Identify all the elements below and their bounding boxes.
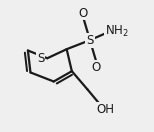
Text: S: S xyxy=(86,34,94,47)
Text: S: S xyxy=(37,52,45,65)
Text: O: O xyxy=(79,6,88,20)
Text: OH: OH xyxy=(96,103,114,116)
Text: O: O xyxy=(92,61,101,74)
Text: NH$_2$: NH$_2$ xyxy=(105,23,129,39)
